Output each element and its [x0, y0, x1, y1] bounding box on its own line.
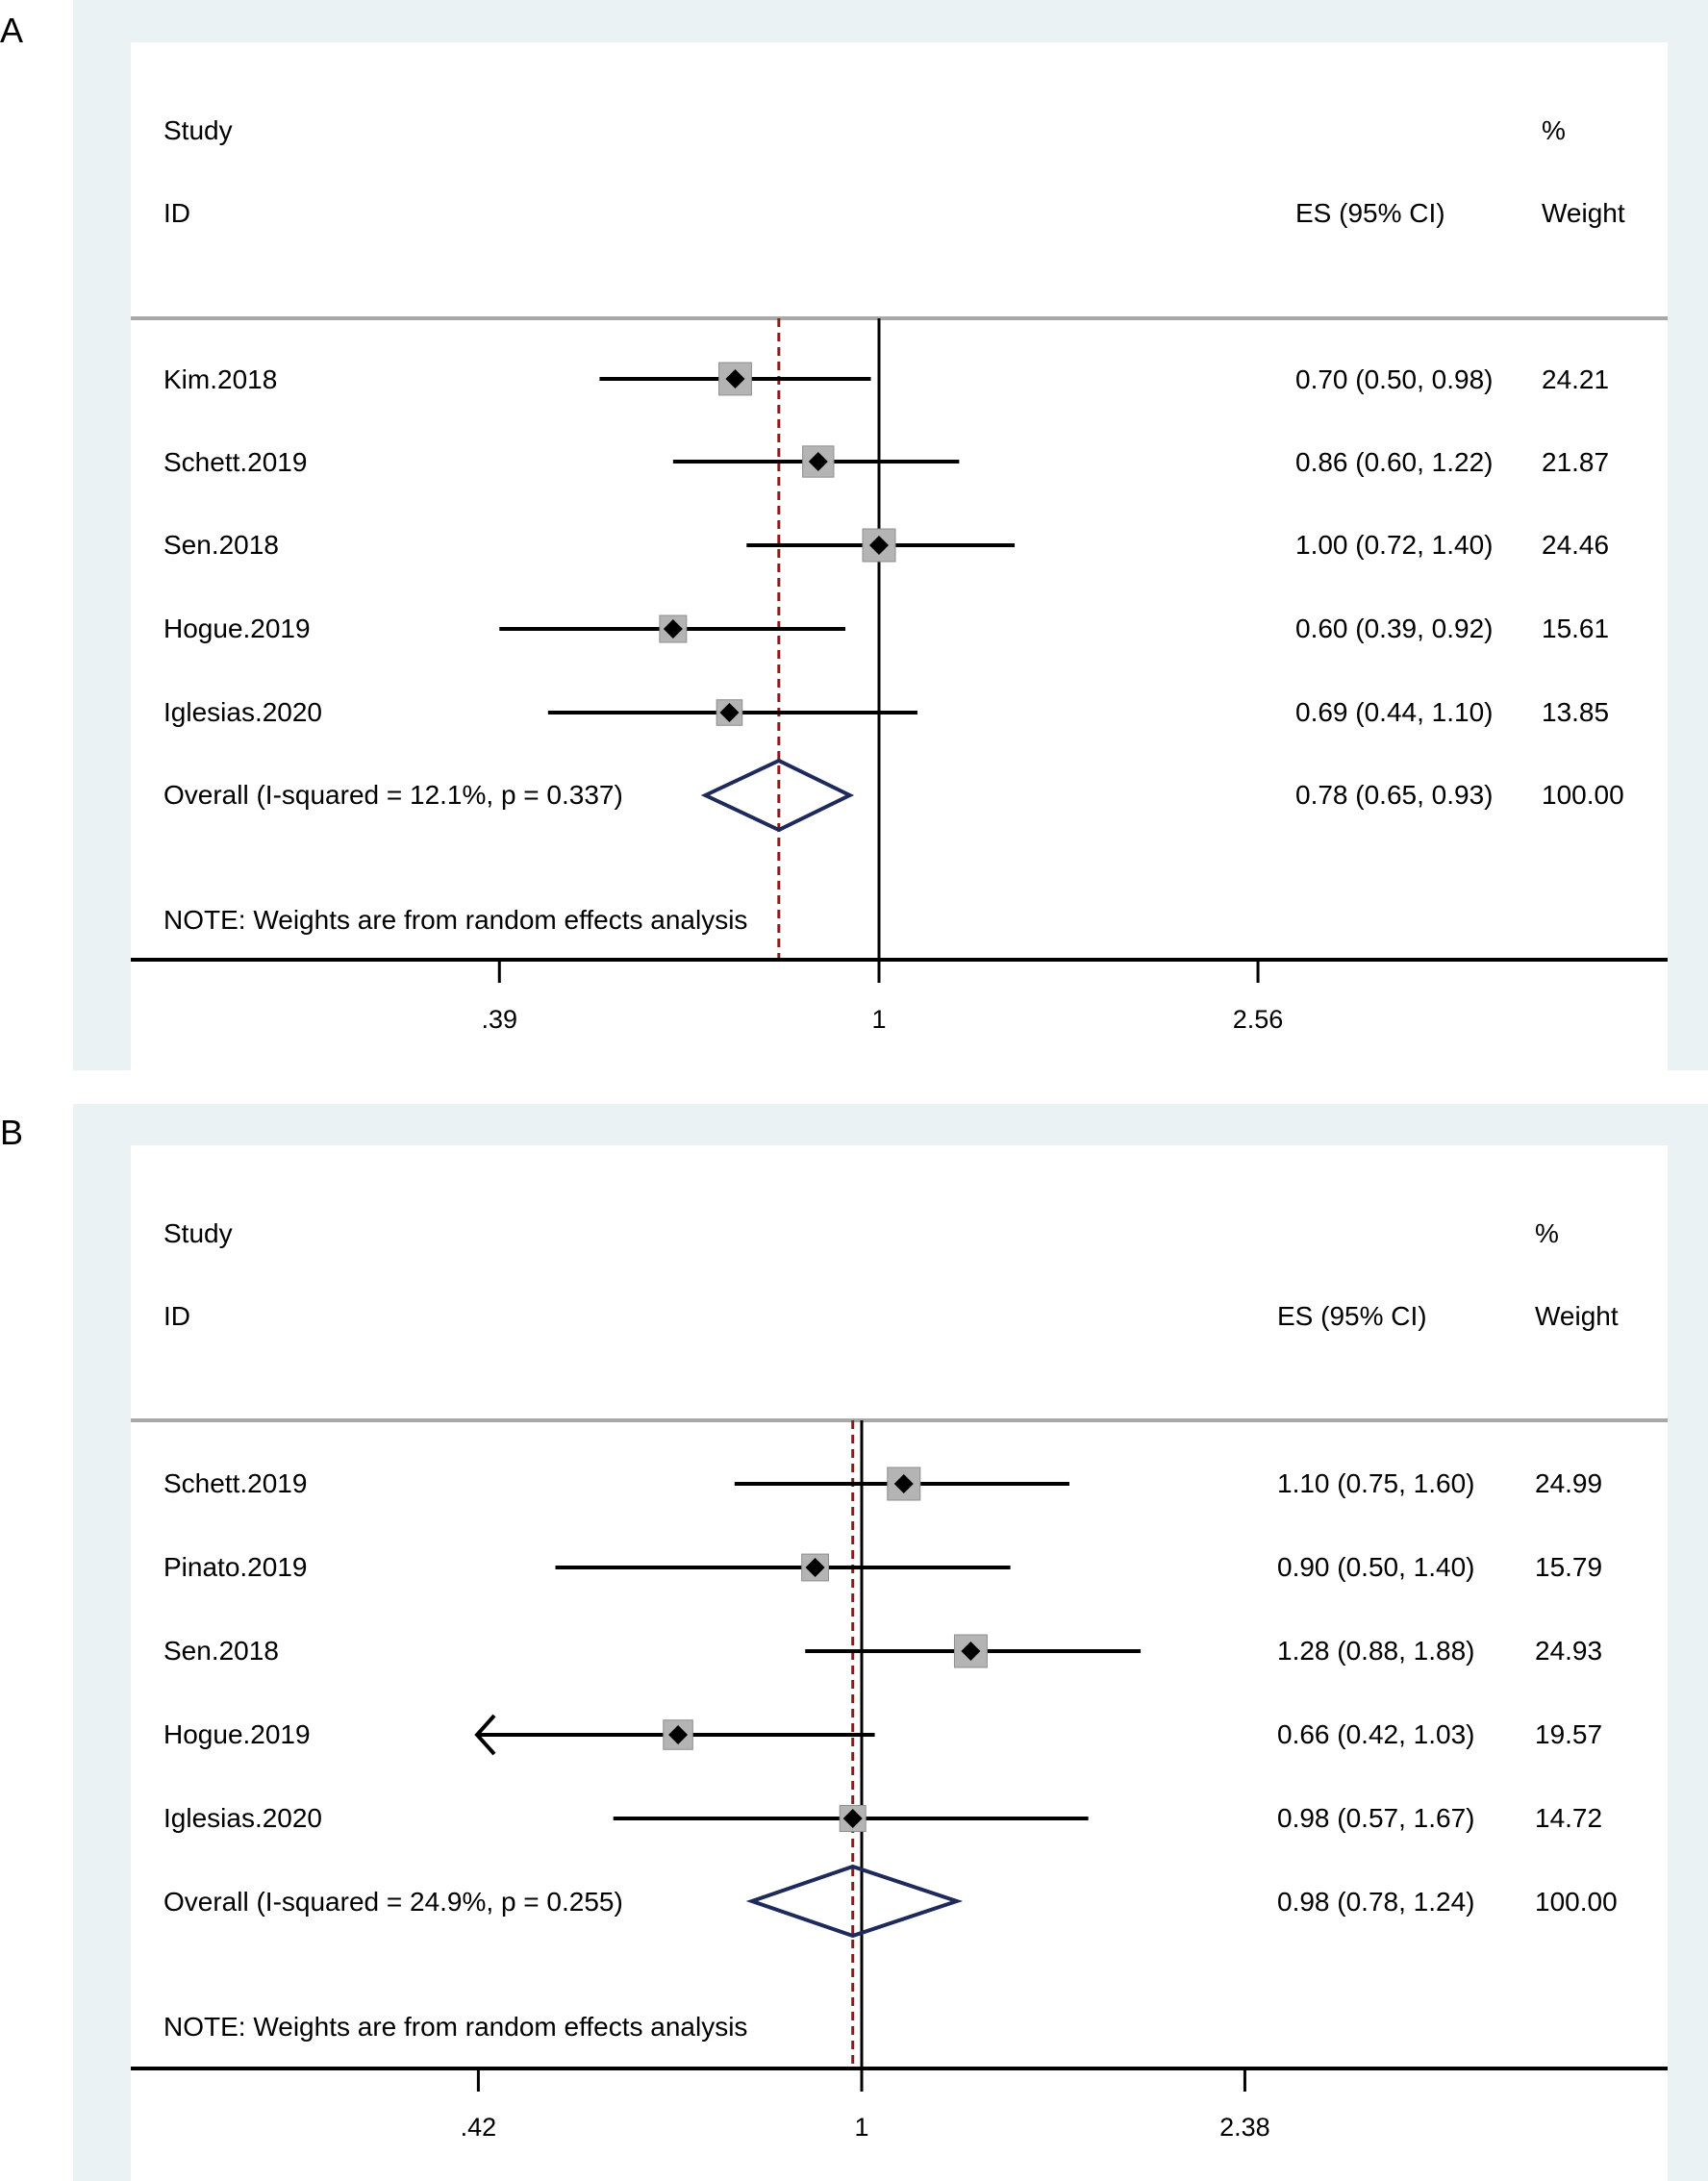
study-weight: 24.99 [1535, 1468, 1603, 1498]
study-es-ci: 0.60 (0.39, 0.92) [1295, 614, 1494, 643]
study-es-ci: 1.10 (0.75, 1.60) [1277, 1468, 1475, 1498]
study-es-ci: 0.66 (0.42, 1.03) [1277, 1719, 1475, 1749]
overall-label: Overall (I-squared = 24.9%, p = 0.255) [163, 1887, 623, 1917]
panel-label-b: B [0, 1113, 24, 1152]
study-es-ci: 1.28 (0.88, 1.88) [1277, 1636, 1475, 1666]
point-estimate-marker [725, 369, 745, 389]
study-weight: 24.21 [1542, 364, 1610, 394]
header-pct: % [1542, 115, 1566, 145]
header-es: ES (95% CI) [1277, 1301, 1427, 1331]
x-tick-label: 2.56 [1233, 1005, 1284, 1034]
study-weight: 21.87 [1542, 447, 1610, 477]
study-id: Pinato.2019 [163, 1552, 308, 1582]
study-weight: 15.61 [1542, 614, 1610, 643]
header-id: ID [163, 198, 190, 228]
overall-diamond [745, 1864, 964, 1939]
study-es-ci: 1.00 (0.72, 1.40) [1295, 530, 1494, 560]
x-tick-label: 2.38 [1219, 2113, 1270, 2142]
study-id: Schett.2019 [163, 447, 308, 477]
point-estimate-marker [668, 1725, 689, 1744]
panel-a-plot-area [131, 42, 1668, 1070]
panel-label-a: A [0, 11, 24, 50]
overall-label: Overall (I-squared = 12.1%, p = 0.337) [163, 780, 623, 810]
header-weight: Weight [1535, 1301, 1619, 1331]
header-weight: Weight [1542, 198, 1625, 228]
study-id: Sen.2018 [163, 1636, 279, 1666]
note-text: NOTE: Weights are from random effects an… [163, 905, 748, 935]
header-pct: % [1535, 1218, 1559, 1248]
study-id: Kim.2018 [163, 364, 278, 394]
overall-weight: 100.00 [1542, 780, 1624, 810]
point-estimate-marker [893, 1474, 914, 1493]
study-weight: 24.93 [1535, 1636, 1603, 1666]
study-es-ci: 0.90 (0.50, 1.40) [1277, 1552, 1475, 1582]
point-estimate-marker [961, 1642, 981, 1661]
study-es-ci: 0.69 (0.44, 1.10) [1295, 697, 1494, 727]
study-weight: 19.57 [1535, 1719, 1603, 1749]
x-tick-label: .39 [482, 1005, 518, 1034]
x-tick-label: 1 [871, 1005, 886, 1034]
panel-b-plot-area [131, 1145, 1668, 2181]
study-id: Hogue.2019 [163, 614, 311, 643]
overall-weight: 100.00 [1535, 1887, 1618, 1917]
point-estimate-marker [808, 452, 828, 471]
study-weight: 14.72 [1535, 1803, 1603, 1833]
study-id: Schett.2019 [163, 1468, 308, 1498]
study-id: Hogue.2019 [163, 1719, 311, 1749]
study-id: Sen.2018 [163, 530, 279, 560]
study-weight: 24.46 [1542, 530, 1610, 560]
x-tick-label: .42 [461, 2113, 497, 2142]
study-id: Iglesias.2020 [163, 697, 323, 727]
point-estimate-marker [805, 1558, 825, 1577]
point-estimate-marker [842, 1809, 863, 1828]
overall-es-ci: 0.98 (0.78, 1.24) [1277, 1887, 1475, 1917]
header-es: ES (95% CI) [1295, 198, 1445, 228]
study-weight: 13.85 [1542, 697, 1610, 727]
point-estimate-marker [663, 619, 683, 639]
note-text: NOTE: Weights are from random effects an… [163, 2012, 748, 2042]
x-tick-label: 1 [854, 2113, 868, 2142]
study-es-ci: 0.98 (0.57, 1.67) [1277, 1803, 1475, 1833]
study-es-ci: 0.86 (0.60, 1.22) [1295, 447, 1494, 477]
overall-diamond [700, 758, 855, 833]
overall-es-ci: 0.78 (0.65, 0.93) [1295, 780, 1494, 810]
header-id: ID [163, 1301, 190, 1331]
point-estimate-marker [719, 703, 740, 722]
point-estimate-marker [869, 536, 889, 555]
study-es-ci: 0.70 (0.50, 0.98) [1295, 364, 1494, 394]
study-weight: 15.79 [1535, 1552, 1603, 1582]
header-study: Study [163, 1218, 233, 1248]
study-id: Iglesias.2020 [163, 1803, 323, 1833]
header-study: Study [163, 115, 233, 145]
